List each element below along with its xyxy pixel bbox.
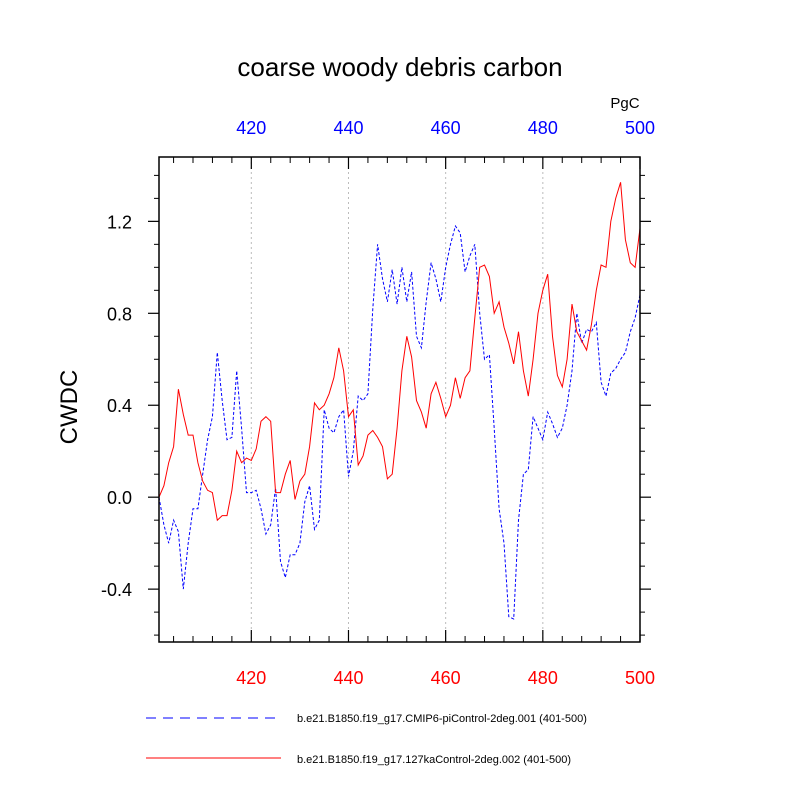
tick-labels: 420 420 440 440 460 460 480 480 500 500 -0.4 0.0 0.4…	[101, 118, 655, 688]
y-tick-label: 1.2	[107, 212, 132, 232]
legend-label-piControl: b.e21.B1850.f19_g17.CMIP6-piControl-2deg…	[297, 713, 587, 725]
x-tick-label-bottom: 480	[528, 668, 558, 688]
legend: b.e21.B1850.f19_g17.CMIP6-piControl-2deg…	[146, 713, 587, 766]
x-tick-label-top: 420	[236, 118, 266, 138]
x-tick-label-top: 460	[431, 118, 461, 138]
y-tick-label: 0.8	[107, 304, 132, 324]
grid-lines	[250, 157, 544, 642]
series-layer	[158, 182, 641, 620]
plot-frame	[158, 156, 641, 643]
x-tick-label-bottom: 440	[333, 668, 363, 688]
axis-ticks	[148, 157, 651, 642]
y-axis-label: CWDC	[56, 370, 83, 445]
x-tick-label-top: 440	[333, 118, 363, 138]
x-tick-label-bottom: 460	[431, 668, 461, 688]
series-line-piControl	[158, 224, 641, 620]
y-tick-label: -0.4	[101, 580, 132, 600]
x-tick-label-bottom: 500	[625, 668, 655, 688]
y-tick-label: 0.4	[107, 396, 132, 416]
legend-label-127kaControl: b.e21.B1850.f19_g17.127kaControl-2deg.00…	[297, 754, 571, 766]
chart-title: coarse woody debris carbon	[237, 52, 562, 82]
x-tick-label-top: 500	[625, 118, 655, 138]
y-tick-label: 0.0	[107, 488, 132, 508]
units-label: PgC	[610, 95, 639, 112]
x-tick-label-bottom: 420	[236, 668, 266, 688]
series-line-127kaControl	[158, 182, 641, 522]
x-tick-label-top: 480	[528, 118, 558, 138]
